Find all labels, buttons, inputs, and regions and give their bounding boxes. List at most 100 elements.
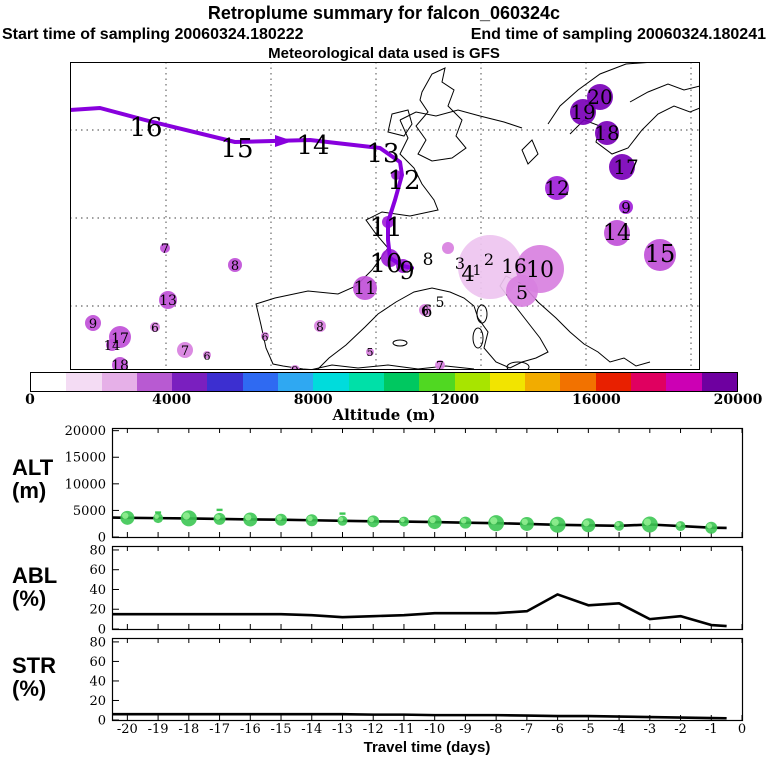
y-ticks: 0 20 40 60 80 — [89, 635, 119, 729]
x-tick-label: -16 — [240, 722, 261, 737]
plume-blob — [160, 243, 170, 253]
str-line — [112, 712, 727, 720]
trajectory-arrow-icon — [275, 135, 293, 147]
map-day-label: 17 — [613, 155, 638, 179]
map-day-label: 13 — [159, 293, 177, 309]
altitude-colorbar: 0 4000 8000 12000 16000 20000 Altitude (m) — [25, 372, 762, 424]
map-day-label: 2 — [484, 250, 494, 269]
plume-blob — [85, 315, 101, 331]
map-day-label: 3 — [455, 254, 465, 273]
x-tick-label: -19 — [148, 722, 169, 737]
colorbar-tick-label: 0 — [25, 392, 35, 408]
y-tick-label: 15000 — [65, 451, 106, 466]
plume-blob — [587, 84, 613, 110]
map-day-label: 7 — [161, 242, 169, 257]
y-tick-label: 60 — [89, 655, 106, 670]
plume-blob — [177, 342, 193, 358]
y-tick-label: 20 — [89, 603, 106, 618]
x-tick-label: -6 — [551, 722, 564, 737]
plume-blob — [353, 276, 377, 300]
plume-blob — [150, 322, 160, 332]
alt-particle-markers — [120, 508, 718, 534]
trajectory-line — [70, 106, 414, 270]
map-day-label: 17 — [111, 331, 129, 347]
x-tick-label: -7 — [521, 722, 534, 737]
y-tick-label: 40 — [89, 583, 106, 598]
colorbar-tick-label: 16000 — [572, 392, 621, 408]
map-day-label: 8 — [423, 250, 434, 270]
plume-blob — [314, 320, 326, 332]
plume-blob — [506, 275, 538, 307]
page-title: Retroplume summary for falcon_060324c — [207, 3, 561, 23]
x-tick-label: -18 — [178, 722, 199, 737]
colorbar-segment — [560, 373, 596, 391]
x-tick-label: -11 — [393, 722, 414, 737]
alt-axis-label: ALT (m) — [12, 455, 54, 504]
x-tick-label: -1 — [705, 722, 718, 737]
map-day-label: 8 — [316, 320, 324, 334]
colorbar-tick-label: 8000 — [293, 392, 333, 408]
map-day-label: 6 — [422, 302, 433, 322]
map-day-label: 7 — [436, 359, 444, 370]
map-day-label: 14 — [603, 221, 631, 246]
alt-line — [111, 516, 727, 530]
plume-blob — [442, 242, 454, 254]
panel-border — [111, 637, 744, 722]
map-border — [70, 62, 700, 370]
plume-blob — [604, 220, 630, 246]
colorbar-segment — [242, 373, 279, 391]
y-ticks: 0 20 40 60 80 — [89, 543, 119, 638]
map-day-label: 6 — [262, 331, 269, 344]
colorbar-segment — [489, 373, 526, 391]
x-axis-title: Travel time (days) — [364, 739, 491, 756]
colorbar-segment — [454, 373, 490, 391]
map-day-label: 18 — [111, 358, 129, 370]
x-tick-label: -14 — [301, 722, 322, 737]
plume-blobs — [70, 84, 676, 370]
map-day-label: 12 — [544, 176, 569, 200]
colorbar-segment — [595, 373, 632, 391]
map-day-label: 19 — [570, 100, 595, 124]
map-day-label: 9 — [621, 199, 631, 217]
map-day-label: 5 — [516, 282, 528, 304]
map-day-label: 16 — [129, 113, 162, 143]
x-tick-marks — [126, 638, 743, 720]
x-tick-label: -4 — [613, 722, 626, 737]
y-tick-label: 80 — [89, 635, 106, 650]
map-day-label: 6 — [151, 321, 159, 335]
x-tick-label: -13 — [332, 722, 353, 737]
map-day-label: 9 — [89, 317, 97, 332]
y-tick-label: 60 — [89, 563, 106, 578]
map-day-label: 18 — [594, 121, 619, 145]
x-tick-label: -3 — [643, 722, 656, 737]
abl-line — [112, 593, 727, 628]
x-tick-label: -10 — [424, 722, 445, 737]
plume-blob — [609, 154, 635, 180]
colorbar-tick-label: 12000 — [430, 392, 480, 408]
colorbar-segment — [31, 373, 67, 391]
panel-abl: 0 20 40 60 80 — [89, 543, 744, 638]
x-tick-label: -9 — [459, 722, 472, 737]
x-tick-label: -12 — [363, 722, 384, 737]
colorbar-segment — [313, 373, 349, 391]
x-tick-label: -15 — [271, 722, 292, 737]
colorbar-ticks: 0 4000 8000 12000 16000 20000 — [25, 392, 762, 408]
abl-axis-label: ABL (%) — [12, 563, 58, 612]
plume-blob — [545, 176, 569, 200]
colorbar-gradient — [30, 372, 738, 392]
x-tick-label: 0 — [738, 722, 746, 737]
x-tick-labels: -20 -19 -18 -17 -16 -15 -14 -13 -12 -11 -10 -9 -8 -7-… — [117, 722, 746, 737]
plume-blob — [570, 99, 596, 125]
map-day-label: 16 — [501, 254, 526, 278]
x-tick-marks — [126, 428, 743, 537]
colorbar-segment — [66, 373, 102, 391]
colorbar-segment — [419, 373, 455, 391]
map-day-label: 14 — [104, 339, 121, 354]
plume-blob — [203, 351, 211, 359]
colorbar-segment — [631, 373, 667, 391]
map-day-label: 7 — [181, 344, 189, 359]
plume-blob — [458, 235, 522, 299]
